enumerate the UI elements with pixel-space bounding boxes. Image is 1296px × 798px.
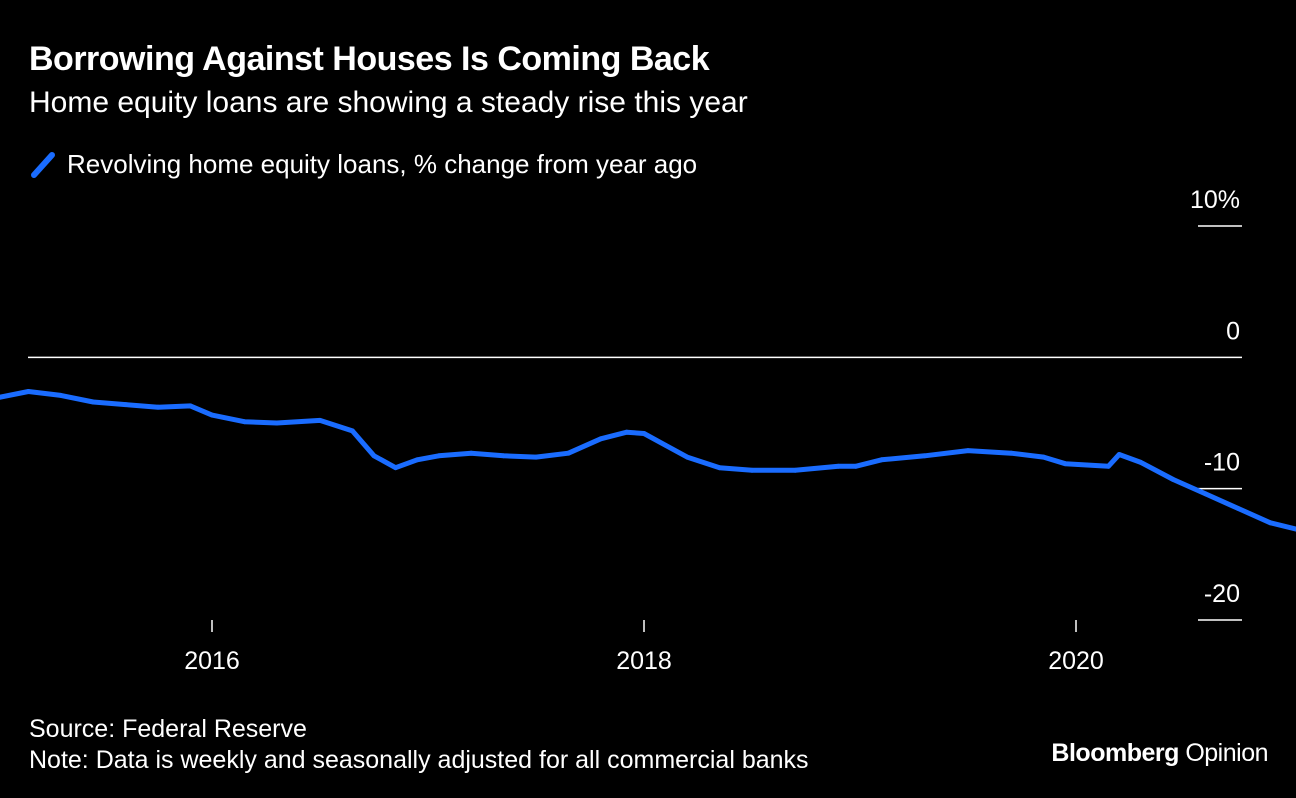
- data-point: [749, 467, 755, 473]
- data-point: [1084, 462, 1090, 468]
- data-point: [624, 429, 630, 435]
- data-point: [1116, 452, 1122, 457]
- legend-label: Revolving home equity loans, % change fr…: [67, 148, 698, 179]
- data-point: [371, 453, 377, 459]
- x-axis: 20162018202020222024: [184, 620, 1104, 675]
- data-point: [1235, 506, 1241, 511]
- y-axis: 10% 0 -10 -20: [1190, 186, 1242, 621]
- data-point: [717, 465, 722, 471]
- x-tick-label: 2020: [1048, 647, 1104, 675]
- data-point: [242, 419, 247, 425]
- data-point: [188, 403, 193, 409]
- x-tick-label: 2018: [616, 647, 672, 675]
- y-tick-label: 0: [1226, 317, 1240, 345]
- data-point: [1203, 491, 1208, 497]
- data-point: [58, 393, 64, 398]
- data-point: [350, 428, 355, 434]
- data-point: [641, 431, 647, 436]
- brand-accent: Opinion: [1185, 739, 1268, 767]
- data-note: Note: Data is weekly and seasonally adju…: [29, 746, 809, 774]
- data-point: [414, 457, 420, 463]
- data-point: [1106, 463, 1111, 469]
- y-tick-label: -10: [1204, 449, 1240, 477]
- legend-swatch-line: [31, 152, 55, 178]
- data-point: [684, 454, 690, 460]
- chart-subtitle: Home equity loans are showing a steady r…: [29, 86, 748, 119]
- data-point: [501, 453, 506, 459]
- data-point: [1268, 520, 1273, 526]
- data-point: [879, 457, 884, 463]
- data-point: [533, 454, 539, 460]
- data-point: [836, 463, 841, 469]
- data-point: [1170, 477, 1176, 482]
- data-point: [1008, 450, 1014, 456]
- data-point: [1138, 460, 1144, 465]
- data-point: [123, 402, 128, 407]
- data-point: [393, 465, 398, 471]
- data-point: [436, 453, 442, 459]
- data-point: [274, 420, 280, 426]
- y-tick-label: -20: [1204, 580, 1240, 608]
- series-layer: [0, 389, 1296, 532]
- data-point: [90, 399, 96, 405]
- data-point: [566, 450, 571, 456]
- x-tick-label: 2016: [184, 647, 240, 675]
- footer: Source: Federal Reserve Note: Data is we…: [29, 714, 809, 776]
- data-point: [792, 467, 798, 473]
- data-point: [155, 404, 161, 410]
- chart-title: Borrowing Against Houses Is Coming Back: [29, 40, 710, 78]
- data-point: [1062, 461, 1068, 467]
- data-point: [598, 436, 604, 442]
- legend: Revolving home equity loans, % change fr…: [29, 148, 697, 180]
- legend-line-icon: [31, 152, 55, 178]
- data-point: [965, 448, 971, 453]
- data-point: [468, 450, 474, 456]
- y-tick-label: 10%: [1190, 186, 1240, 214]
- data-point: [26, 389, 31, 394]
- brand-logo: Bloomberg Opinion: [1051, 739, 1268, 768]
- data-point: [317, 418, 323, 423]
- data-point: [853, 463, 859, 469]
- data-point: [663, 442, 668, 448]
- data-point: [209, 412, 215, 418]
- brand-name: Bloomberg: [1051, 739, 1179, 767]
- data-point: [1041, 454, 1046, 460]
- data-point: [922, 453, 928, 459]
- source-note: Source: Federal Reserve: [29, 715, 307, 743]
- series-line: [0, 389, 1296, 532]
